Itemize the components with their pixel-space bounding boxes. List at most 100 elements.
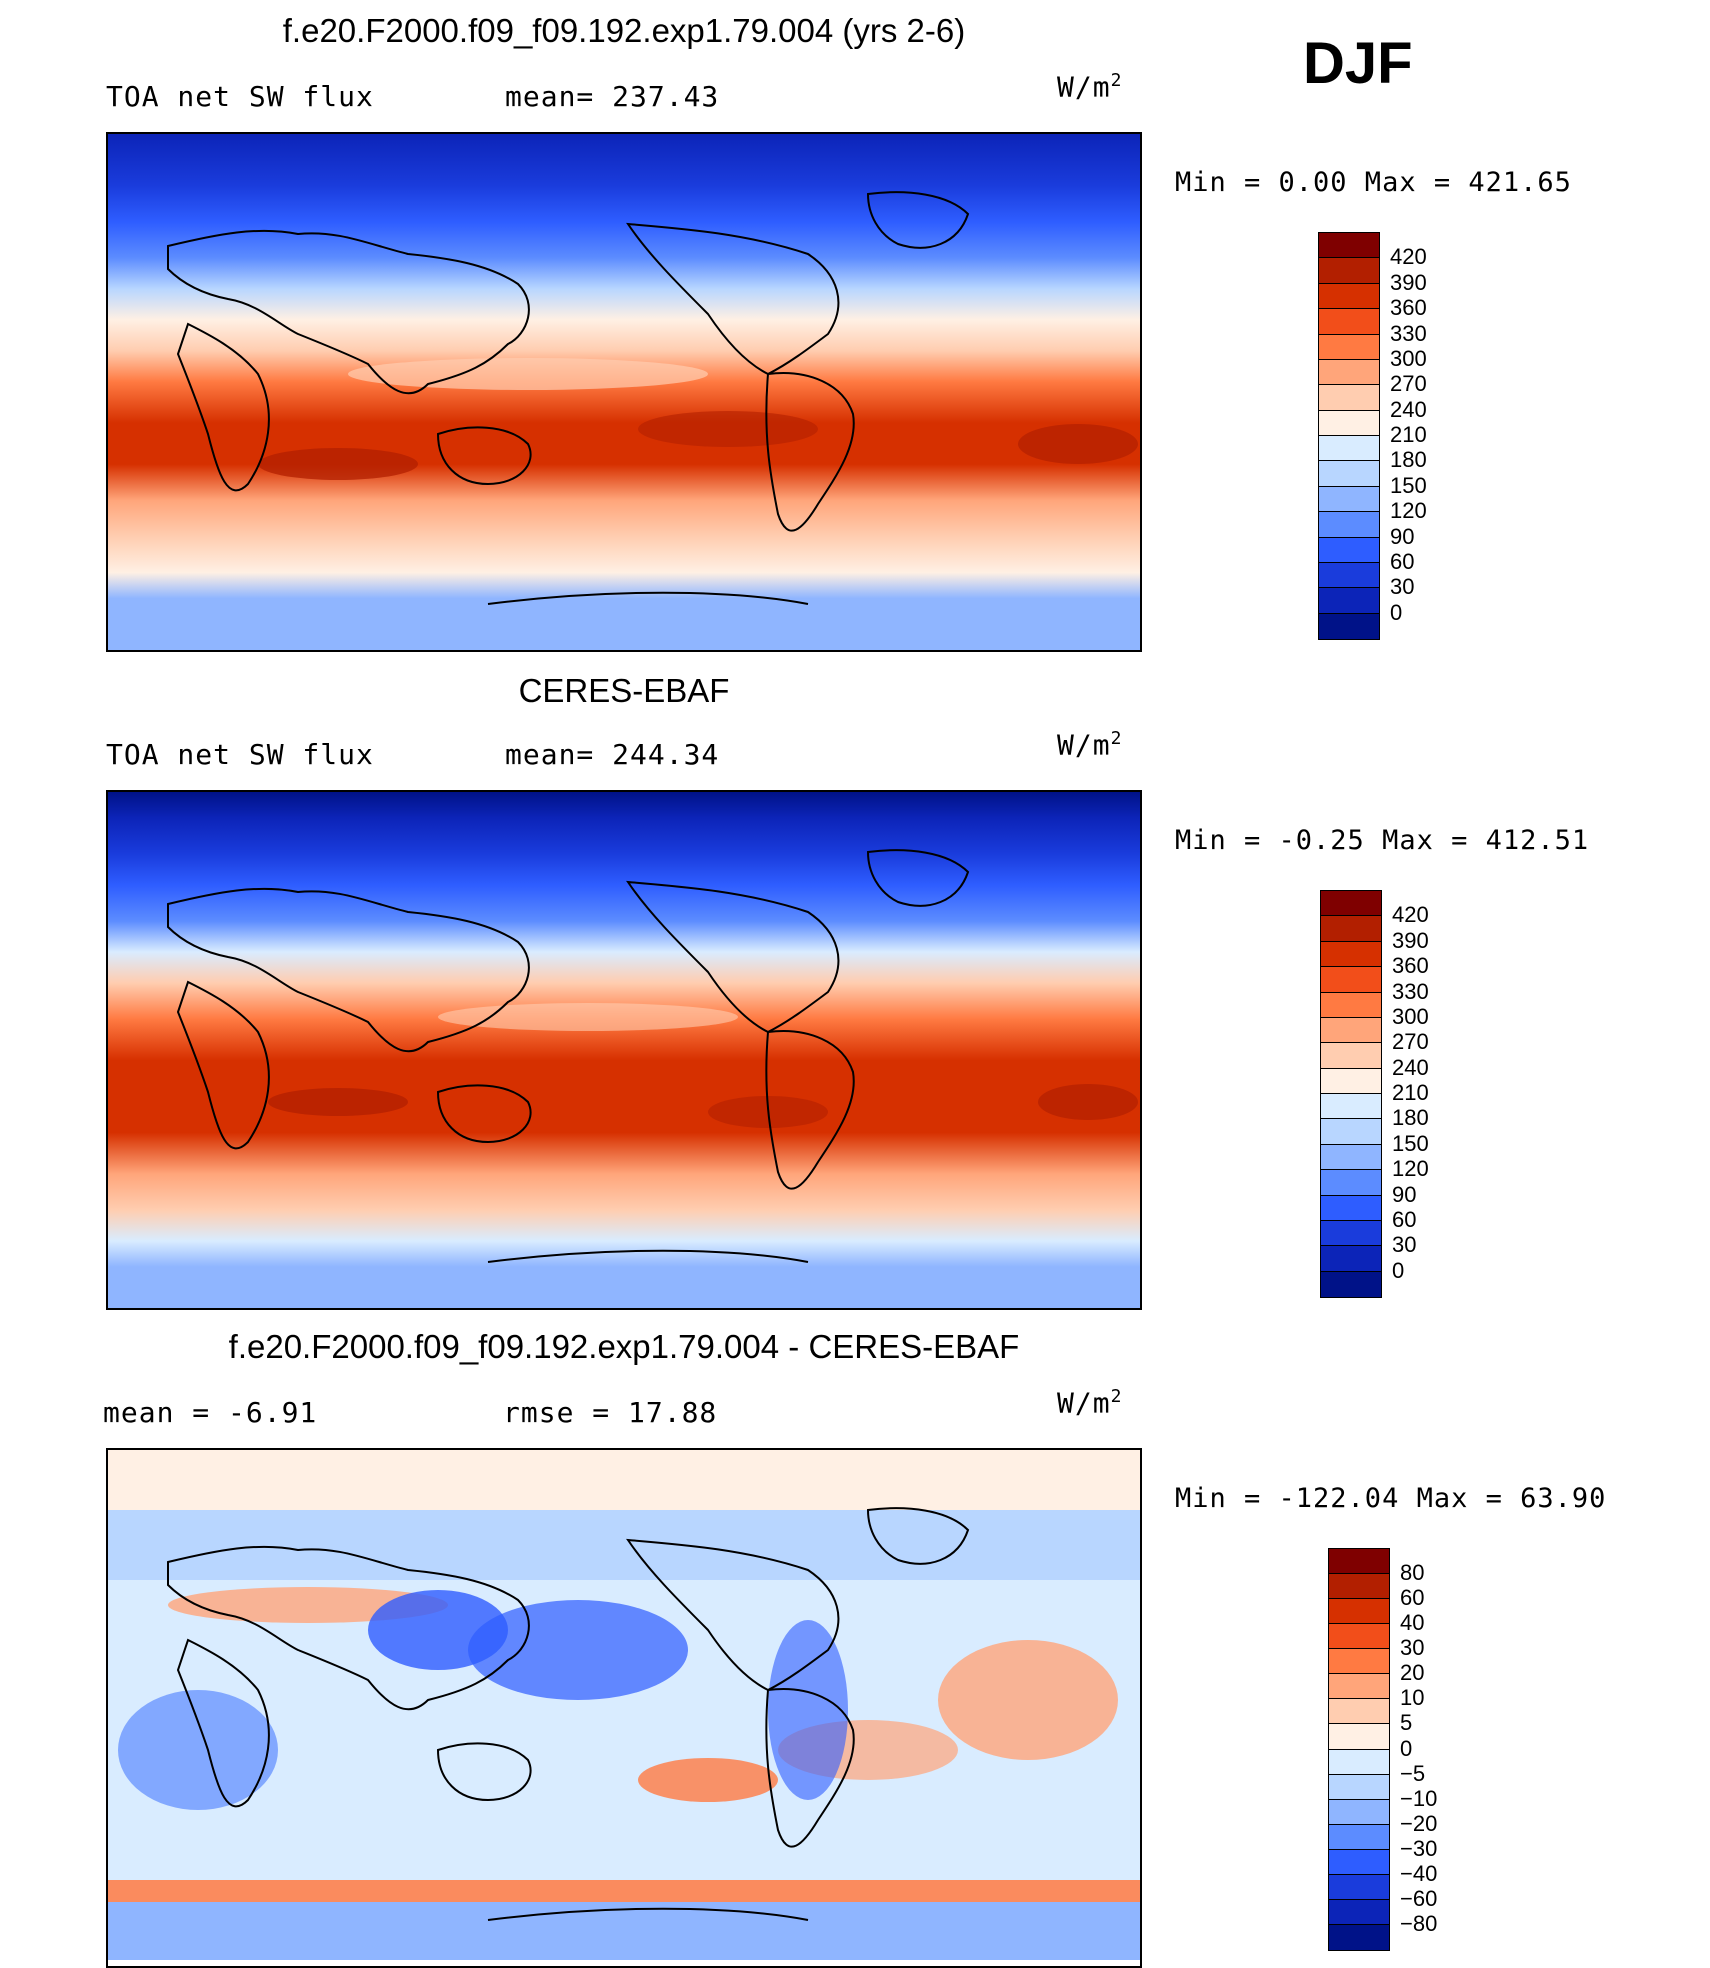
panel3-map — [106, 1448, 1142, 1968]
panel3-colorbar — [1328, 1548, 1390, 1951]
panel2-minmax: Min = -0.25 Max = 412.51 — [1175, 825, 1590, 856]
panel1-units: W/m2 — [1057, 70, 1123, 104]
colorbar-label: −10 — [1400, 1785, 1438, 1811]
colorbar-label: −30 — [1400, 1835, 1438, 1861]
colorbar-label: 60 — [1400, 1585, 1425, 1611]
colorbar-label: 420 — [1392, 902, 1429, 928]
panel1-colorbar — [1318, 232, 1380, 640]
colorbar-label: 90 — [1390, 523, 1415, 549]
colorbar-segment — [1319, 613, 1379, 639]
panel2-mean-label: mean= 244.34 — [505, 738, 720, 771]
panel2-colorbar — [1320, 890, 1382, 1298]
colorbar-label: 330 — [1390, 320, 1427, 346]
colorbar-label: 300 — [1390, 345, 1427, 371]
panel1-title: f.e20.F2000.f09_f09.192.exp1.79.004 (yrs… — [282, 12, 966, 49]
colorbar-segment — [1319, 309, 1379, 335]
colorbar-label: 180 — [1392, 1105, 1429, 1131]
colorbar-segment — [1321, 941, 1381, 968]
colorbar-segment — [1329, 1624, 1389, 1650]
colorbar-label: 180 — [1390, 447, 1427, 473]
colorbar-label: 120 — [1392, 1156, 1429, 1182]
colorbar-segment — [1321, 992, 1381, 1018]
colorbar-segment — [1321, 1195, 1381, 1221]
panel2-variable-label: TOA net SW flux — [106, 738, 374, 771]
colorbar-segment — [1319, 588, 1379, 614]
colorbar-label: 330 — [1392, 978, 1429, 1004]
colorbar-segment — [1319, 385, 1379, 411]
colorbar-segment — [1329, 1674, 1389, 1700]
panel2-title: CERES-EBAF — [518, 672, 730, 709]
colorbar-label: 360 — [1392, 953, 1429, 979]
colorbar-segment — [1319, 436, 1379, 462]
colorbar-segment — [1329, 1799, 1389, 1825]
colorbar-segment — [1329, 1724, 1389, 1750]
colorbar-label: 270 — [1392, 1029, 1429, 1055]
colorbar-label: 120 — [1390, 498, 1427, 524]
colorbar-label: 30 — [1400, 1635, 1425, 1661]
colorbar-segment — [1329, 1549, 1389, 1575]
panel2-units: W/m2 — [1057, 728, 1123, 762]
colorbar-label: −80 — [1400, 1910, 1438, 1936]
colorbar-segment — [1319, 537, 1379, 563]
colorbar-segment — [1329, 1899, 1389, 1925]
colorbar-label: −20 — [1400, 1810, 1438, 1836]
colorbar-label: 240 — [1392, 1054, 1429, 1080]
colorbar-segment — [1329, 1574, 1389, 1600]
panel3-title: f.e20.F2000.f09_f09.192.exp1.79.004 - CE… — [228, 1328, 1020, 1365]
colorbar-label: 150 — [1390, 472, 1427, 498]
colorbar-segment — [1329, 1699, 1389, 1725]
colorbar-segment — [1321, 1094, 1381, 1120]
colorbar-segment — [1319, 410, 1379, 436]
panel1-variable-label: TOA net SW flux — [106, 80, 374, 113]
colorbar-label: −40 — [1400, 1860, 1438, 1886]
colorbar-segment — [1321, 1068, 1381, 1094]
colorbar-segment — [1321, 1144, 1381, 1171]
colorbar-segment — [1321, 967, 1381, 993]
colorbar-label: 210 — [1392, 1080, 1429, 1105]
colorbar-label: 60 — [1392, 1206, 1417, 1232]
colorbar-label: 90 — [1392, 1181, 1417, 1207]
colorbar-segment — [1321, 1271, 1381, 1297]
colorbar-label: 300 — [1392, 1003, 1429, 1029]
colorbar-segment — [1329, 1824, 1389, 1850]
colorbar-segment — [1321, 1017, 1381, 1044]
colorbar-label: 60 — [1390, 548, 1415, 574]
colorbar-label: 150 — [1392, 1130, 1429, 1156]
colorbar-segment — [1319, 512, 1379, 538]
colorbar-segment — [1329, 1749, 1389, 1775]
colorbar-segment — [1329, 1924, 1389, 1950]
colorbar-label: −60 — [1400, 1885, 1438, 1911]
colorbar-label: 270 — [1390, 371, 1427, 397]
colorbar-label: 390 — [1392, 927, 1429, 953]
colorbar-segment — [1329, 1774, 1389, 1800]
colorbar-segment — [1321, 1119, 1381, 1145]
colorbar-label: 40 — [1400, 1610, 1425, 1636]
colorbar-segment — [1321, 916, 1381, 942]
colorbar-segment — [1319, 486, 1379, 513]
colorbar-label: 30 — [1392, 1232, 1417, 1258]
colorbar-label: 0 — [1390, 599, 1403, 625]
colorbar-label: 5 — [1400, 1710, 1413, 1736]
colorbar-segment — [1319, 359, 1379, 386]
colorbar-label: 420 — [1390, 244, 1427, 270]
colorbar-label: 30 — [1390, 574, 1415, 600]
panel3-minmax: Min = -122.04 Max = 63.90 — [1175, 1483, 1607, 1514]
colorbar-segment — [1319, 562, 1379, 589]
panel1-map — [106, 132, 1142, 652]
colorbar-segment — [1329, 1599, 1389, 1625]
colorbar-segment — [1329, 1849, 1389, 1875]
colorbar-segment — [1329, 1874, 1389, 1900]
colorbar-label: 20 — [1400, 1660, 1425, 1686]
panel2-map — [106, 790, 1142, 1310]
colorbar-segment — [1321, 1043, 1381, 1069]
colorbar-segment — [1329, 1649, 1389, 1675]
colorbar-segment — [1321, 891, 1381, 917]
colorbar-segment — [1319, 334, 1379, 360]
colorbar-label: 10 — [1400, 1685, 1425, 1711]
colorbar-label: −5 — [1400, 1760, 1426, 1786]
panel1-minmax: Min = 0.00 Max = 421.65 — [1175, 167, 1572, 198]
colorbar-label: 210 — [1390, 422, 1427, 447]
panel3-rmse-label: rmse = 17.88 — [503, 1396, 718, 1429]
colorbar-segment — [1321, 1220, 1381, 1247]
colorbar-label: 0 — [1400, 1735, 1413, 1761]
